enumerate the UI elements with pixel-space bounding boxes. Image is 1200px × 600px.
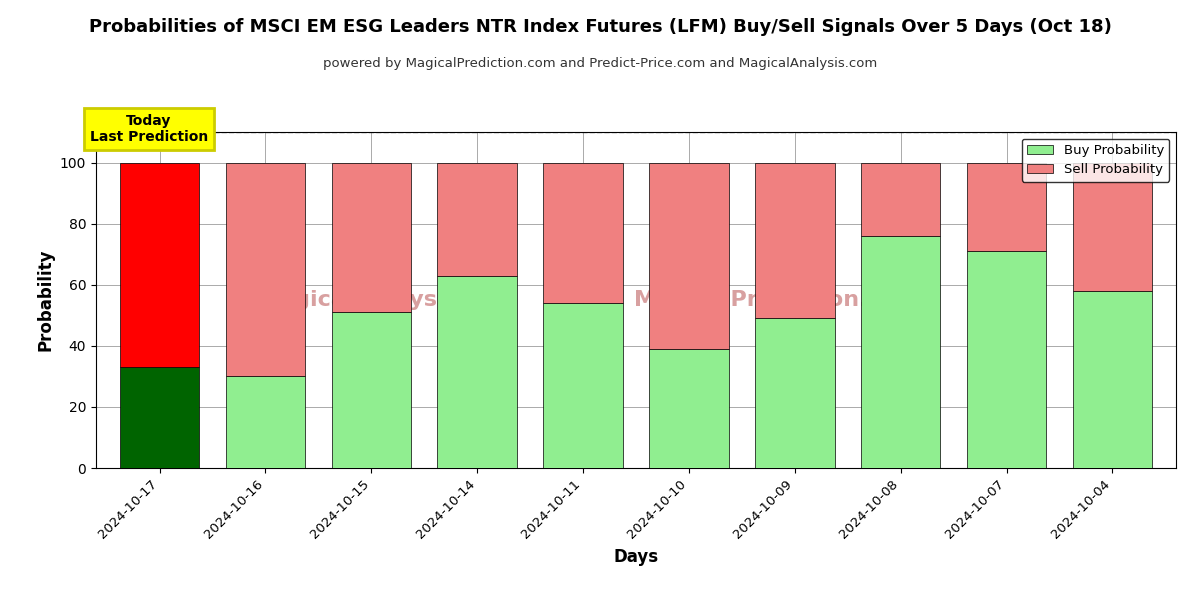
- Bar: [331, 163, 412, 312]
- Y-axis label: Probability: Probability: [36, 249, 54, 351]
- Bar: [438, 275, 517, 468]
- Text: Probabilities of MSCI EM ESG Leaders NTR Index Futures (LFM) Buy/Sell Signals Ov: Probabilities of MSCI EM ESG Leaders NTR…: [89, 18, 1111, 36]
- Bar: [226, 163, 305, 376]
- Bar: [1073, 291, 1152, 468]
- Bar: [544, 163, 623, 303]
- Text: Today
Last Prediction: Today Last Prediction: [90, 114, 208, 144]
- X-axis label: Days: Days: [613, 548, 659, 566]
- Bar: [755, 319, 834, 468]
- Text: MagicalAnalysis.com: MagicalAnalysis.com: [257, 290, 518, 310]
- Bar: [226, 376, 305, 468]
- Legend: Buy Probability, Sell Probability: Buy Probability, Sell Probability: [1021, 139, 1170, 182]
- Bar: [862, 236, 941, 468]
- Bar: [967, 163, 1046, 251]
- Bar: [120, 163, 199, 367]
- Bar: [1073, 163, 1152, 291]
- Bar: [438, 163, 517, 275]
- Bar: [544, 303, 623, 468]
- Text: powered by MagicalPrediction.com and Predict-Price.com and MagicalAnalysis.com: powered by MagicalPrediction.com and Pre…: [323, 57, 877, 70]
- Bar: [120, 367, 199, 468]
- Bar: [967, 251, 1046, 468]
- Bar: [862, 163, 941, 236]
- Bar: [755, 163, 834, 319]
- Bar: [649, 349, 728, 468]
- Bar: [331, 312, 412, 468]
- Text: MagicalPrediction.com: MagicalPrediction.com: [634, 290, 919, 310]
- Bar: [649, 163, 728, 349]
